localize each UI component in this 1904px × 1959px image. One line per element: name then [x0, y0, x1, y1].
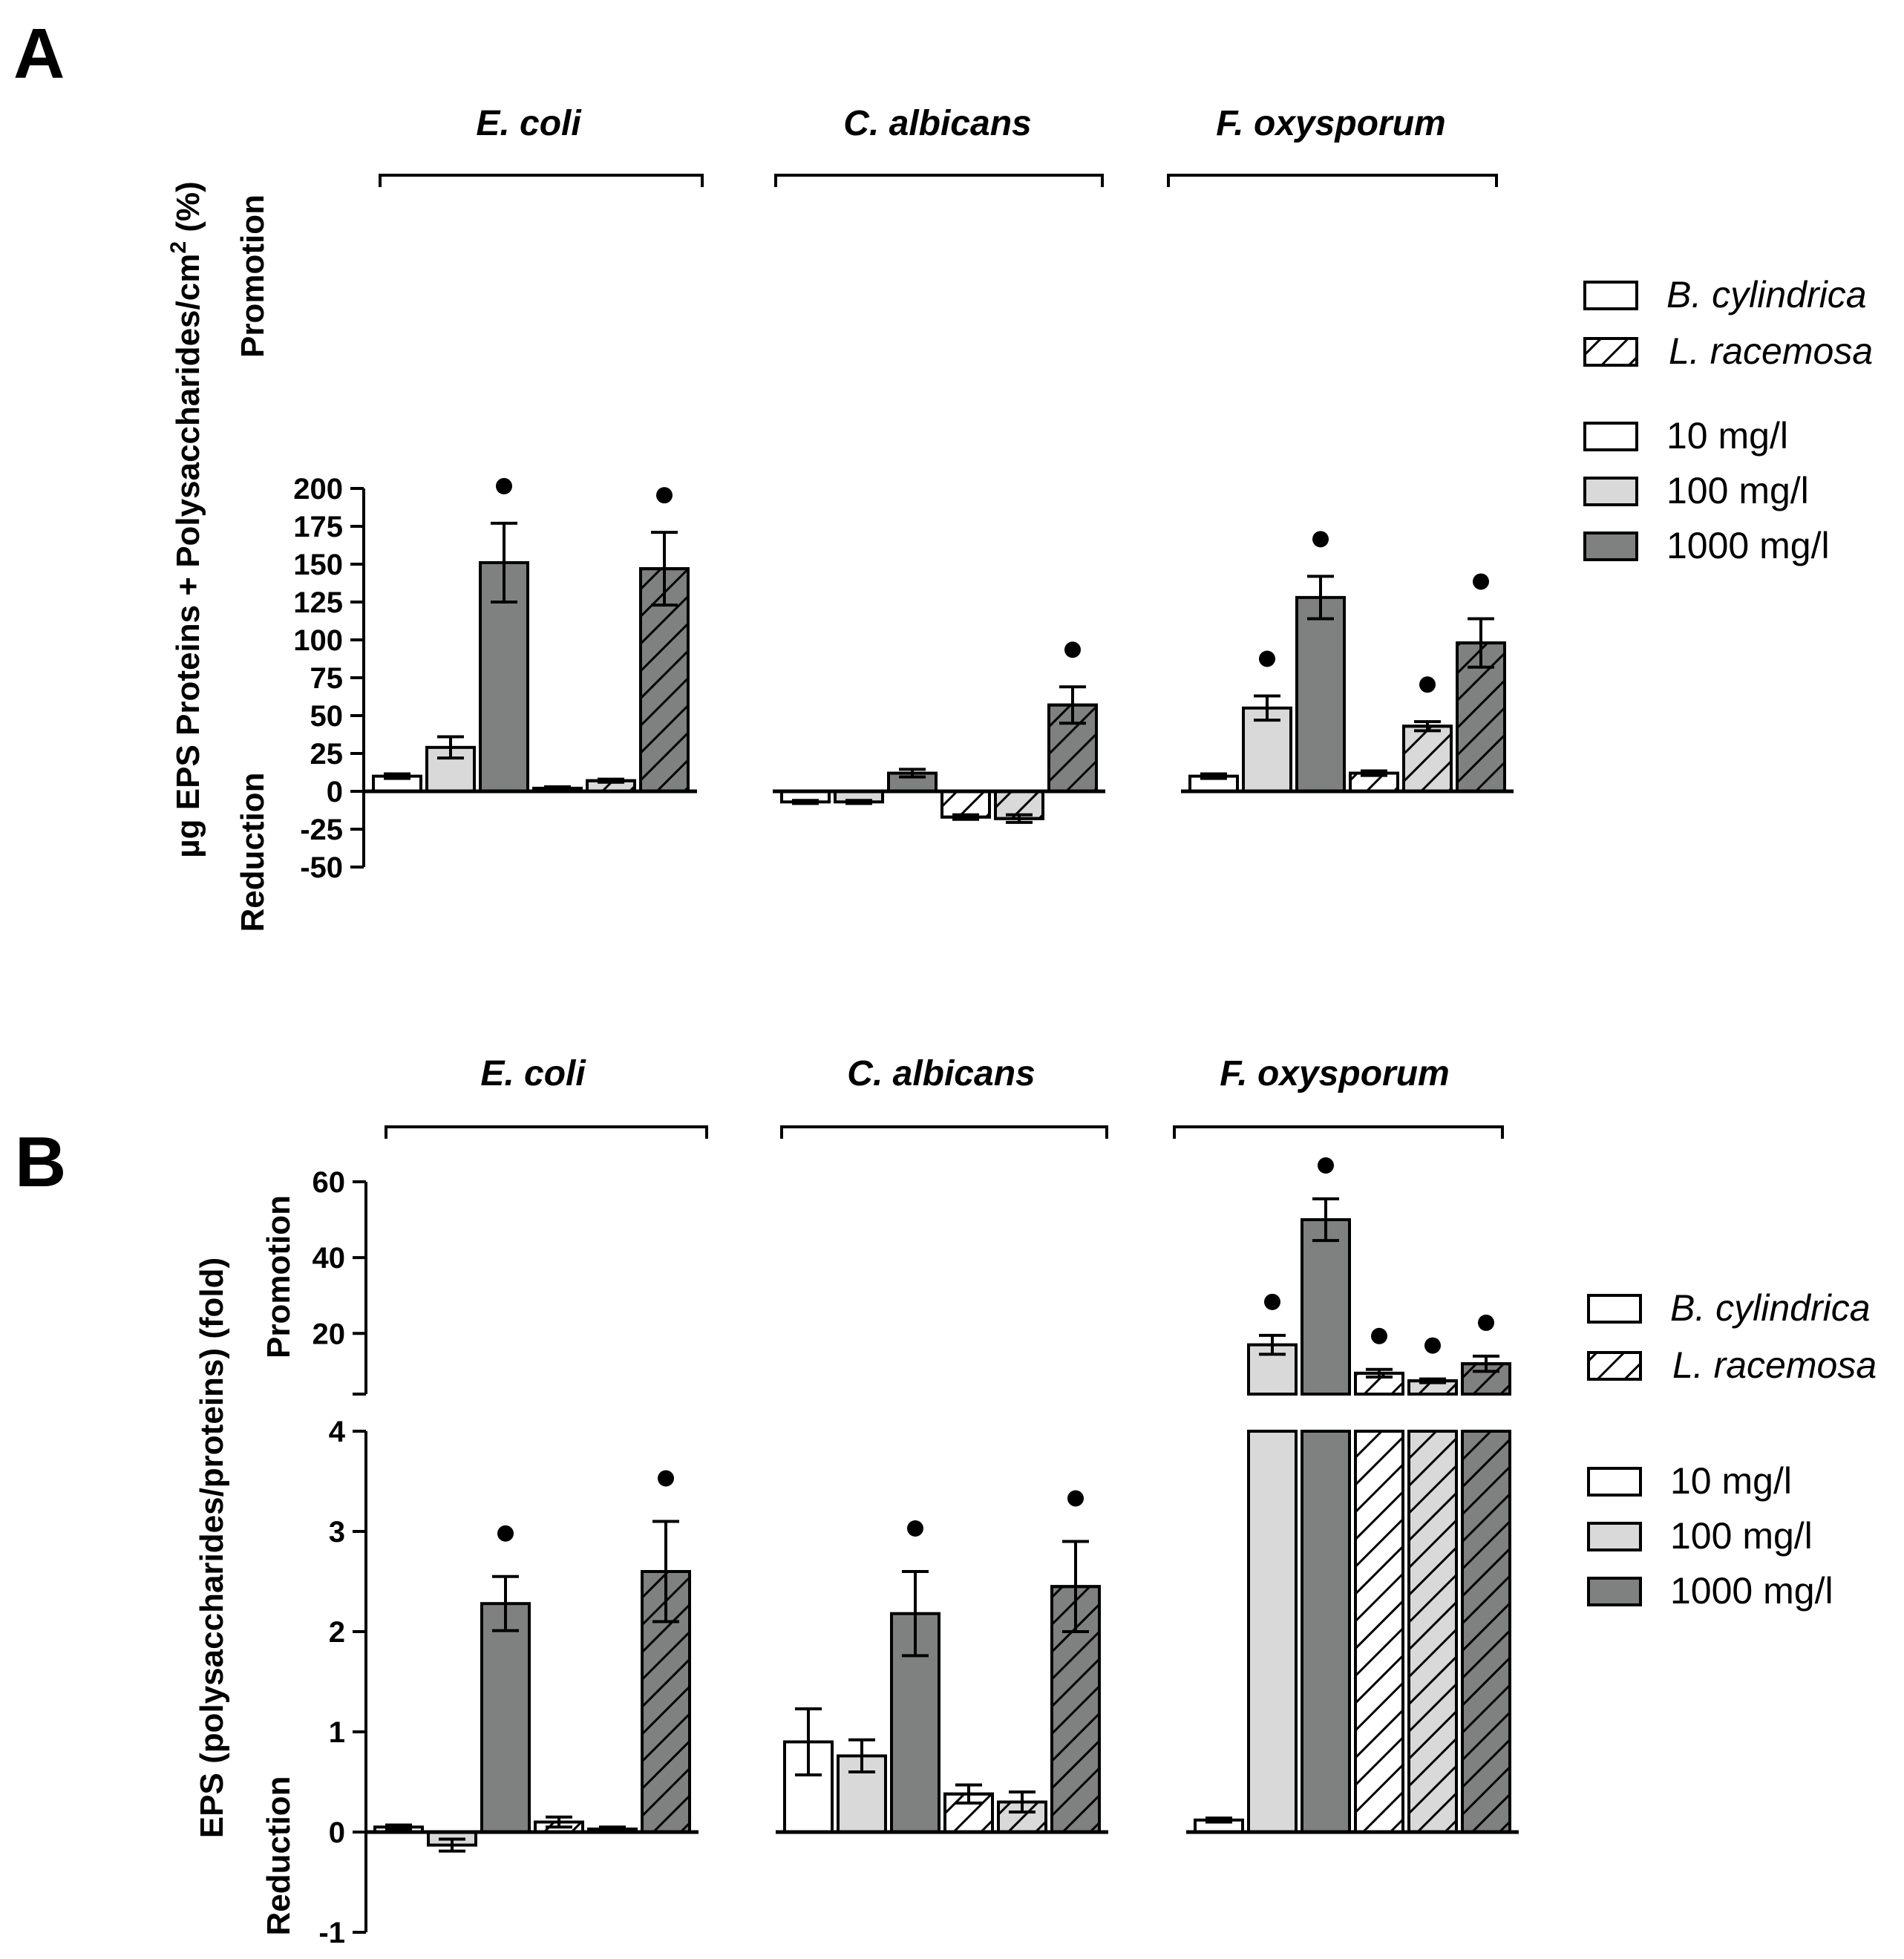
panel-a-bar-f-oxysporum-l-racemosa-100-mg-l-hatch [1402, 725, 1453, 794]
panel-b-bar-f-oxysporum-b-cylindrica-100-mg-l-lower [1247, 1430, 1298, 1834]
legend-a-dose-1000: 1000 mg/l [1666, 525, 1830, 566]
panel-b-y-tick-label-lower-0: 0 [329, 1816, 345, 1849]
panel-b-bar-f-oxysporum-l-racemosa-1000-mg-l-significance-dot [1478, 1314, 1494, 1331]
panel-b-bar-f-oxysporum-l-racemosa-10-mg-l-significance-dot [1371, 1327, 1387, 1344]
panel-b-bar-e-coli-b-cylindrica-1000-mg-l [480, 1602, 531, 1834]
panel-b-y-tick-label-lower-3: 3 [329, 1516, 345, 1548]
panel-a-y-tick-label-50: -50 [300, 851, 343, 884]
panel-b-bar-f-oxysporum-l-racemosa-10-mg-l-lower-hatch [1354, 1430, 1404, 1834]
panel-b-bar-f-oxysporum-b-cylindrica-1000-mg-l-upper [1301, 1218, 1351, 1396]
legend-b-plant-1: B. cylindrica [1670, 1287, 1871, 1329]
panel-a-y-tick-label-175: 175 [293, 511, 343, 543]
legend-b-dose-100: 100 mg/l [1670, 1515, 1813, 1557]
panel-a-group-label-c-albicans: C. albicans [843, 104, 1031, 143]
legend-b-swatch-plant-1 [1587, 1294, 1642, 1324]
panel-a-y-tick-label-75: 75 [310, 662, 344, 695]
legend-b-dose-1000: 1000 mg/l [1670, 1570, 1833, 1612]
panel-b-group-label-c-albicans: C. albicans [847, 1054, 1035, 1093]
panel-a-y-tick-label-25: 25 [310, 738, 344, 771]
panel-a-y-tick-label-150: 150 [293, 549, 343, 581]
panel-b-group-label-e-coli: E. coli [480, 1054, 586, 1093]
panel-b-bar-c-albicans-b-cylindrica-1000-mg-l-significance-dot [907, 1520, 923, 1537]
panel-a-group-bracket-e-coli [379, 174, 704, 187]
panel-a-y-tick-label-0: 0 [327, 776, 343, 808]
panel-a-bar-f-oxysporum-b-cylindrica-1000-mg-l [1295, 595, 1346, 793]
legend-b-swatch-plant-2 [1587, 1351, 1642, 1381]
legend-a-plant-2: L. racemosa [1669, 330, 1873, 372]
panel-a-bar-e-coli-l-racemosa-1000-mg-l-significance-dot [656, 487, 673, 504]
panel-b-group-bracket-e-coli [385, 1125, 708, 1139]
panel-a-bar-f-oxysporum-b-cylindrica-100-mg-l [1242, 706, 1292, 793]
panel-a-bar-f-oxysporum-b-cylindrica-1000-mg-l-significance-dot [1312, 531, 1329, 548]
legend-b-dose-10: 10 mg/l [1670, 1460, 1792, 1502]
panel-b-bar-f-oxysporum-b-cylindrica-1000-mg-l-significance-dot [1318, 1157, 1334, 1174]
panel-a-bar-c-albicans-l-racemosa-1000-mg-l-significance-dot [1064, 641, 1081, 658]
panel-a-y-tick-label-100: 100 [293, 624, 343, 657]
panel-b-y-tick-label-upper-40: 40 [313, 1242, 346, 1275]
legend-a-swatch-dose-1000 [1583, 532, 1638, 561]
panel-a-bar-c-albicans-l-racemosa-10-mg-l-hatch [940, 790, 991, 819]
legend-a-plant-1: B. cylindrica [1666, 274, 1867, 315]
panel-a-group-bracket-c-albicans [774, 174, 1104, 187]
legend-b-swatch-dose-100 [1587, 1522, 1642, 1551]
legend-b: B. cylindrica L. racemosa 10 mg/l 100 mg… [1587, 1287, 1877, 1612]
panel-b-bar-f-oxysporum-b-cylindrica-1000-mg-l-lower [1301, 1430, 1351, 1834]
panel-a-bar-f-oxysporum-l-racemosa-100-mg-l-significance-dot [1419, 676, 1436, 693]
panel-b-y-tick-label-lower-2: 2 [329, 1616, 345, 1649]
panel-a-ylabel-main: µg EPS Proteins + Polysaccharides/cm [170, 254, 206, 858]
legend-a-swatch-plant-2 [1583, 337, 1638, 367]
panel-b-ylabel: EPS (polysaccharides/proteins) (fold) [194, 1258, 230, 1838]
panel-a-y-tick-label-25: -25 [300, 814, 343, 846]
panel-b-group-bracket-c-albicans [780, 1125, 1108, 1139]
panel-b-chart: 20 40 60 -1 0 1 2 3 4 E. coli C. albicans F. oxyspo… [313, 1054, 1529, 1949]
panel-a-y-tick-label-50: 50 [310, 700, 344, 733]
panel-a-group-bracket-f-oxysporum [1167, 174, 1498, 187]
panel-a-bar-f-oxysporum-b-cylindrica-100-mg-l-significance-dot [1259, 650, 1275, 667]
legend-a: B. cylindrica L. racemosa 10 mg/l 100 mg… [1583, 274, 1873, 566]
panel-a-bar-e-coli-b-cylindrica-1000-mg-l-significance-dot [496, 477, 512, 494]
panel-b-reduction-label: Reduction [261, 1776, 297, 1935]
panel-b-group-label-f-oxysporum: F. oxysporum [1220, 1054, 1449, 1093]
legend-b-swatch-dose-10 [1587, 1467, 1642, 1497]
legend-a-dose-10: 10 mg/l [1666, 415, 1788, 457]
panel-b-bar-e-coli-l-racemosa-1000-mg-l-significance-dot [658, 1470, 674, 1487]
panel-a-promotion-label: Promotion [235, 194, 271, 358]
legend-b-plant-2: L. racemosa [1672, 1344, 1877, 1386]
legend-a-swatch-dose-100 [1583, 477, 1638, 506]
legend-a-swatch-plant-1 [1583, 281, 1638, 310]
panel-b-bar-f-oxysporum-b-cylindrica-100-mg-l-significance-dot [1264, 1293, 1280, 1310]
panel-a-ylabel-sup: 2 [166, 241, 191, 254]
panel-b-promotion-label: Promotion [261, 1195, 297, 1358]
panel-b-group-bracket-f-oxysporum [1173, 1125, 1504, 1139]
panel-a-label: A [13, 14, 65, 94]
panel-a-ylabel: µg EPS Proteins + Polysaccharides/cm2 (%… [166, 181, 206, 857]
legend-a-dose-100: 100 mg/l [1666, 470, 1809, 511]
panel-b-y-tick-label-lower-1: 1 [329, 1716, 345, 1749]
svg-text:µg EPS Proteins + Polysacchari: µg EPS Proteins + Polysaccharides/cm2 (%… [166, 181, 206, 857]
panel-a-chart: -50 -25 0 25 50 75 100 125 150 175 200 E. coli C. al… [293, 104, 1514, 884]
panel-b-y-tick-label-lower-4: 4 [329, 1416, 346, 1448]
panel-b-y-tick-label-upper-60: 60 [313, 1166, 346, 1199]
panel-b-y-tick-label-upper-20: 20 [313, 1318, 346, 1350]
panel-a-group-label-f-oxysporum: F. oxysporum [1216, 104, 1445, 143]
panel-a-reduction-label: Reduction [235, 772, 271, 932]
panel-b-label: B [15, 1122, 66, 1202]
panel-b-bar-f-oxysporum-l-racemosa-100-mg-l-lower-hatch [1407, 1430, 1458, 1834]
legend-b-swatch-dose-1000 [1587, 1577, 1642, 1606]
panel-a-y-tick-label-200: 200 [293, 473, 343, 506]
legend-a-swatch-dose-10 [1583, 422, 1638, 451]
panel-b-bar-c-albicans-l-racemosa-100-mg-l-hatch [997, 1800, 1047, 1834]
panel-b-bar-e-coli-b-cylindrica-1000-mg-l-significance-dot [497, 1525, 514, 1542]
panel-b-axis-break-band [1232, 1396, 1529, 1425]
panel-b-bar-f-oxysporum-l-racemosa-100-mg-l-significance-dot [1424, 1337, 1441, 1354]
panel-a-y-tick-label-125: 125 [293, 586, 343, 619]
panel-b-y-tick-label-lower-1: -1 [318, 1917, 345, 1949]
panel-b-bar-f-oxysporum-l-racemosa-1000-mg-l-lower-hatch [1461, 1430, 1511, 1834]
panel-a-bar-f-oxysporum-l-racemosa-1000-mg-l-significance-dot [1473, 573, 1489, 590]
panel-a-group-label-e-coli: E. coli [476, 104, 582, 143]
panel-a-ylabel-unit: (%) [170, 181, 206, 232]
panel-b-bar-c-albicans-l-racemosa-1000-mg-l-significance-dot [1067, 1490, 1084, 1507]
